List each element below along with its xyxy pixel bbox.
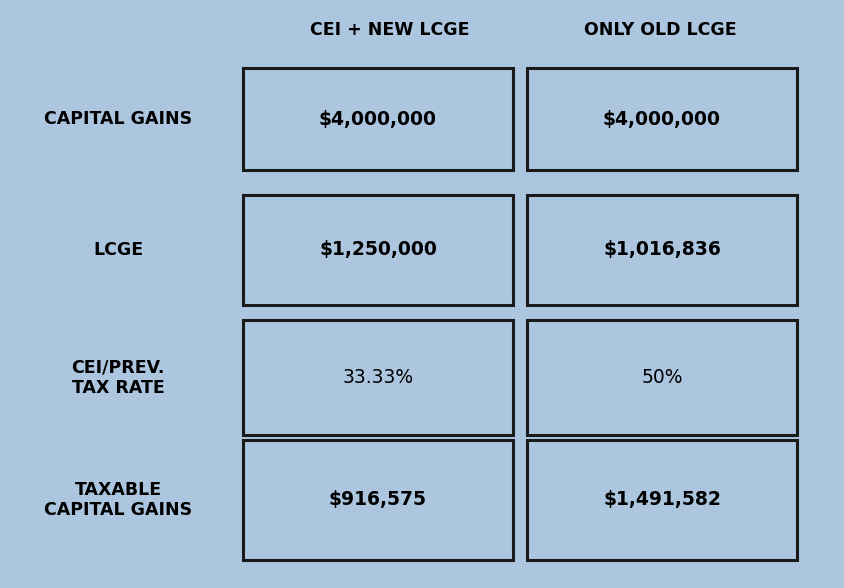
Bar — [243, 440, 512, 560]
Bar — [243, 68, 512, 170]
Text: 50%: 50% — [641, 368, 682, 387]
Text: $1,016,836: $1,016,836 — [603, 240, 720, 259]
Bar — [243, 320, 512, 435]
Text: $1,491,582: $1,491,582 — [603, 490, 720, 509]
Text: TAXABLE
CAPITAL GAINS: TAXABLE CAPITAL GAINS — [44, 480, 192, 519]
Text: ONLY OLD LCGE: ONLY OLD LCGE — [583, 21, 735, 39]
Text: $4,000,000: $4,000,000 — [603, 109, 720, 129]
Text: CEI + NEW LCGE: CEI + NEW LCGE — [310, 21, 469, 39]
Bar — [527, 320, 796, 435]
Text: CAPITAL GAINS: CAPITAL GAINS — [44, 110, 192, 128]
Bar — [527, 195, 796, 305]
Bar — [527, 68, 796, 170]
Text: CEI/PREV.
TAX RATE: CEI/PREV. TAX RATE — [71, 358, 165, 397]
Bar — [243, 195, 512, 305]
Text: $4,000,000: $4,000,000 — [319, 109, 436, 129]
Text: $1,250,000: $1,250,000 — [319, 240, 436, 259]
Bar — [527, 440, 796, 560]
Text: $916,575: $916,575 — [328, 490, 426, 509]
Text: 33.33%: 33.33% — [342, 368, 413, 387]
Text: LCGE: LCGE — [93, 241, 143, 259]
